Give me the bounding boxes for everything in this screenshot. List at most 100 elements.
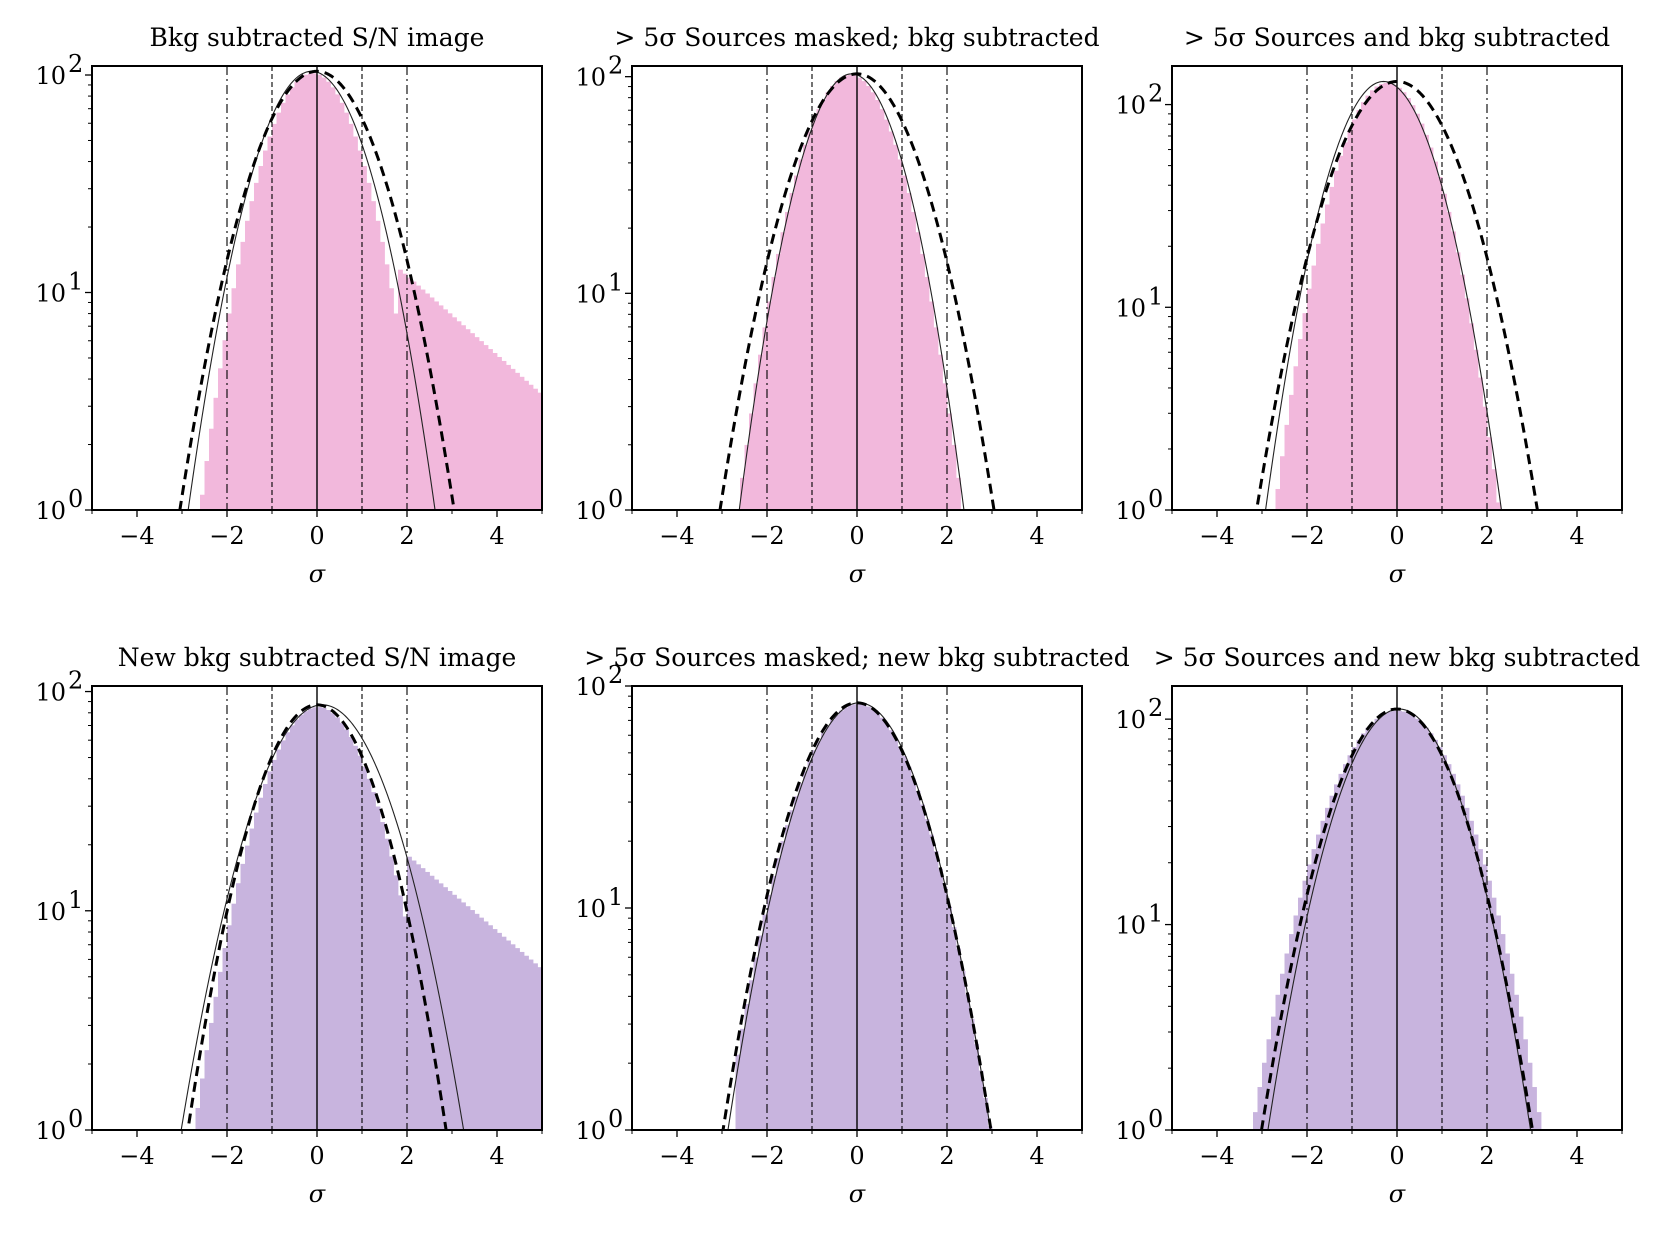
x-axis-label: σ	[309, 1180, 326, 1208]
histogram-bar	[1437, 747, 1443, 1130]
histogram-bar	[348, 123, 354, 510]
histogram-bar	[474, 337, 480, 510]
histogram-bar	[776, 253, 781, 510]
histogram-bar	[1428, 733, 1434, 1130]
histogram-bar	[830, 719, 835, 1130]
histogram-bar	[785, 825, 790, 1130]
histogram-bar	[1271, 1016, 1276, 1130]
histogram-bar	[1352, 119, 1357, 510]
histogram-bar	[1437, 176, 1443, 510]
histogram-bar	[267, 771, 273, 1130]
histogram-bar	[866, 706, 871, 1130]
histogram-bar	[830, 85, 835, 510]
histogram-bar	[299, 714, 304, 1130]
histogram-bar	[1347, 130, 1353, 510]
histogram-bar	[893, 737, 898, 1130]
histogram-bar	[200, 1078, 205, 1130]
y-tick-exponent: 1	[1148, 282, 1163, 310]
histogram-bar	[1455, 252, 1461, 510]
histogram-bar	[1388, 711, 1393, 1130]
y-tick-exponent: 0	[1148, 1105, 1163, 1133]
histogram-bar	[1527, 1062, 1533, 1130]
histogram-bar	[416, 864, 421, 1130]
histogram-bar	[798, 159, 804, 510]
histogram-bar	[1496, 502, 1501, 510]
histogram-bar	[974, 1044, 979, 1130]
histogram-bar	[1415, 113, 1420, 510]
histogram-bar	[1460, 795, 1465, 1130]
histogram-bar	[956, 948, 961, 1130]
histogram-bar	[1455, 784, 1461, 1130]
histogram-bar	[1361, 102, 1366, 510]
histogram-bar	[1442, 193, 1447, 510]
histogram-bar	[321, 77, 327, 510]
histogram-bar	[524, 955, 529, 1130]
histogram-bar	[834, 81, 840, 510]
x-tick-label: −2	[209, 1142, 244, 1170]
y-tick-exponent: 1	[608, 883, 623, 911]
histogram-bar	[456, 321, 462, 510]
histogram-bar	[227, 313, 232, 510]
histogram-bar	[1302, 313, 1308, 510]
x-axis-label: σ	[1389, 560, 1406, 588]
histogram-bar	[438, 305, 444, 510]
histogram-bar	[1401, 92, 1407, 510]
x-axis-label: σ	[849, 560, 866, 588]
histogram-bar	[258, 797, 264, 1130]
histogram-bar	[897, 159, 903, 510]
histogram-bar	[375, 220, 381, 510]
histogram-bar	[254, 182, 259, 510]
y-tick-exponent: 0	[608, 1105, 623, 1133]
histogram-bar	[222, 948, 228, 1130]
y-tick-exponent: 0	[1148, 485, 1163, 513]
histogram-bar	[1487, 880, 1492, 1130]
y-tick-label: 10	[1115, 912, 1146, 940]
histogram-bar	[749, 980, 754, 1130]
histogram-bar	[209, 428, 214, 510]
histogram-bar	[888, 131, 894, 510]
histogram-bar	[281, 740, 286, 1130]
histogram-bar	[227, 925, 232, 1130]
histogram-bar	[740, 477, 745, 510]
histogram-bar	[1356, 110, 1362, 510]
histogram-bar	[519, 376, 525, 510]
histogram-bar	[537, 392, 542, 510]
histogram-bar	[1469, 323, 1474, 510]
histogram-bar	[1406, 98, 1411, 510]
y-tick-exponent: 2	[68, 667, 83, 695]
histogram-bar	[1469, 820, 1474, 1130]
dashed-fit-curve	[1255, 79, 1539, 510]
histogram-bar	[758, 354, 763, 510]
histogram-bar	[852, 704, 858, 1130]
x-tick-label: −2	[209, 522, 244, 550]
x-tick-label: −4	[1199, 522, 1234, 550]
x-tick-label: −4	[1199, 1142, 1234, 1170]
y-tick-label: 10	[1115, 92, 1146, 120]
histogram-bar	[452, 317, 457, 510]
histogram-bar	[924, 277, 930, 510]
histogram-bar	[965, 994, 970, 1130]
histogram-bar	[762, 914, 768, 1130]
histogram-bar	[1532, 1087, 1537, 1130]
histogram-bar	[861, 704, 867, 1130]
histogram-bar	[906, 193, 912, 510]
plot-area	[1253, 686, 1542, 1130]
histogram-bar	[362, 166, 367, 510]
histogram-bar	[1473, 834, 1479, 1130]
histogram-bar	[1451, 231, 1456, 510]
x-tick-label: 4	[489, 1142, 504, 1170]
histogram-bar	[1338, 773, 1344, 1130]
histogram-bar	[285, 94, 291, 510]
histogram-bar	[758, 935, 763, 1130]
histogram-bar	[857, 77, 862, 510]
histogram-bar	[825, 726, 831, 1130]
histogram-bar	[866, 85, 871, 510]
histogram-bar	[807, 131, 813, 510]
histogram-bar	[317, 74, 322, 510]
histogram-bar	[425, 871, 430, 1130]
histogram-bar	[1392, 84, 1398, 510]
histogram-bar	[492, 929, 498, 1130]
histogram-bar	[771, 875, 777, 1130]
histogram-bar	[1419, 722, 1425, 1130]
